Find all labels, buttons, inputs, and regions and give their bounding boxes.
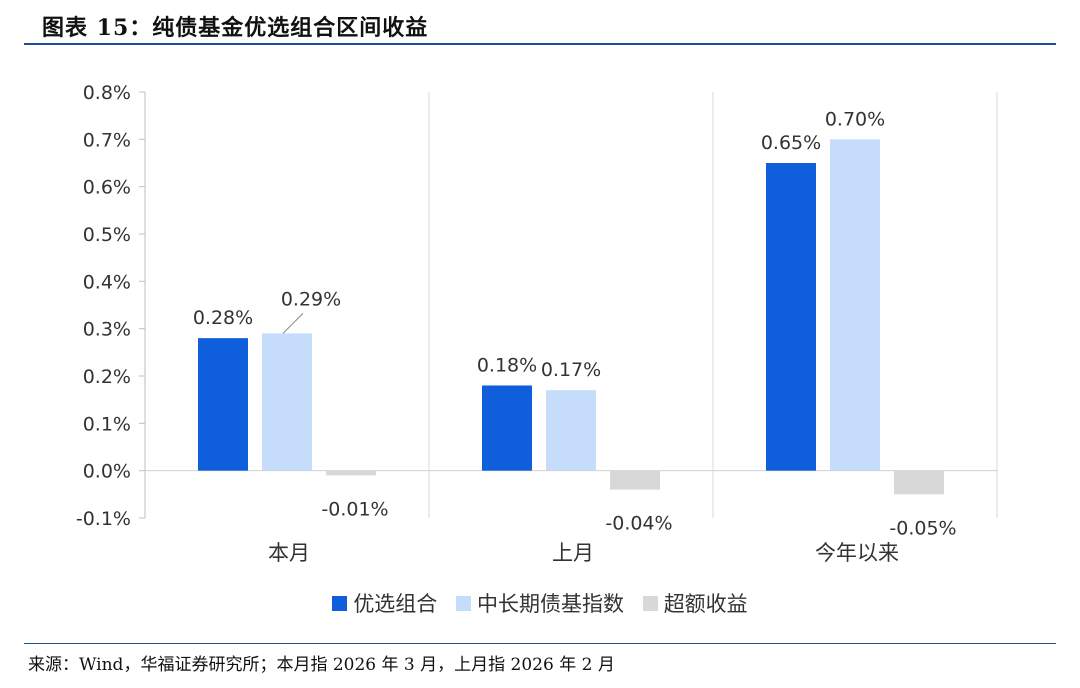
bar-1-0 [262, 333, 312, 471]
data-label-1-1: 0.17% [541, 359, 601, 381]
legend-item-0: 优选组合 [332, 588, 437, 618]
title-rule [24, 43, 1056, 45]
category-label-2: 今年以来 [815, 541, 899, 565]
source-rule [24, 643, 1056, 644]
source-note: 来源：Wind，华福证券研究所；本月指 2026 年 3 月，上月指 2026 … [28, 655, 615, 675]
data-label-2-0: -0.01% [321, 498, 388, 520]
legend-swatch-2 [642, 595, 658, 611]
legend-swatch-1 [456, 595, 471, 611]
bar-2-1 [610, 470, 660, 490]
bar-1-1 [546, 390, 596, 471]
data-label-1-0: 0.29% [281, 288, 341, 310]
data-label-2-1: -0.04% [605, 513, 672, 535]
y-tick-label-1: 0.0% [83, 461, 131, 483]
bar-1-2 [830, 139, 880, 471]
category-label-1: 上月 [552, 541, 594, 565]
y-tick-label-6: 0.5% [83, 224, 131, 246]
bar-chart: -0.1% 0.0% 0.1% 0.2% 0.3% 0.4% 0.5% 0.6% 0.7% 0.8… [76, 82, 998, 565]
legend-label-1: 中长期债基指数 [477, 592, 624, 616]
bar-0-1 [482, 385, 532, 471]
bar-0-2 [766, 163, 816, 471]
legend: 优选组合 中长期债基指数 超额收益 [0, 588, 1080, 618]
data-label-1-2: 0.70% [825, 108, 885, 130]
data-label-0-2: 0.65% [761, 132, 821, 154]
y-tick-label-7: 0.6% [83, 177, 131, 199]
data-label-0-1: 0.18% [477, 354, 537, 376]
y-tick-label-3: 0.2% [83, 366, 131, 388]
legend-item-2: 超额收益 [642, 588, 748, 618]
category-label-0: 本月 [268, 541, 310, 565]
data-label-2-2: -0.05% [889, 517, 956, 539]
y-tick-label-2: 0.1% [83, 413, 131, 435]
data-label-0-0: 0.28% [193, 307, 253, 329]
bar-2-2 [894, 470, 944, 495]
bar-2-0 [326, 470, 376, 476]
data-label-leader-1-0 [282, 313, 304, 334]
legend-swatch-0 [332, 595, 348, 611]
legend-item-1: 中长期债基指数 [456, 588, 624, 618]
y-tick-label-0: -0.1% [76, 508, 131, 530]
legend-label-0: 优选组合 [353, 592, 438, 616]
y-tick-label-4: 0.3% [83, 319, 131, 341]
y-tick-label-8: 0.7% [83, 129, 131, 151]
y-tick-label-9: 0.8% [83, 82, 131, 104]
bar-0-0 [198, 338, 248, 471]
y-tick-label-5: 0.4% [83, 271, 131, 293]
chart-title: 图表 15：纯债基金优选组合区间收益 [42, 15, 429, 41]
legend-label-2: 超额收益 [663, 592, 748, 616]
